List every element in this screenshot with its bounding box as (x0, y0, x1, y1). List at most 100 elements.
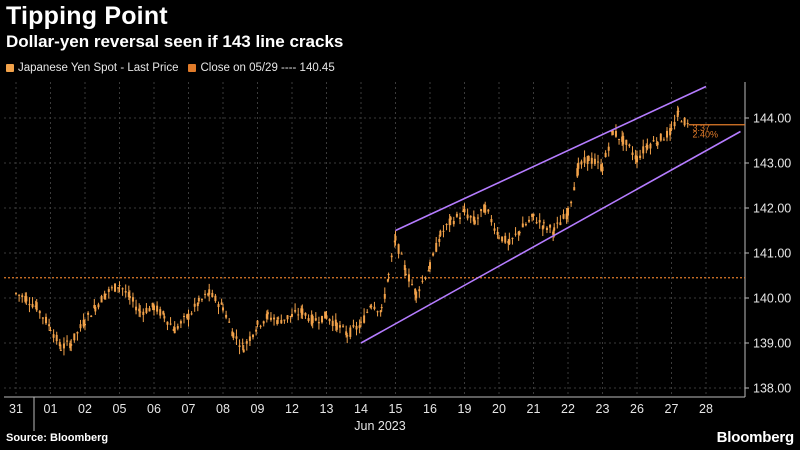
candle-body (118, 285, 121, 287)
candle-body (524, 224, 527, 226)
candle-body (559, 222, 562, 226)
legend-swatch-price (6, 64, 14, 72)
candle-body (241, 342, 244, 344)
candle-body (601, 166, 604, 171)
candle-body (121, 288, 124, 290)
candle-body (487, 209, 490, 212)
candle-body (217, 304, 220, 308)
candle-body (545, 227, 548, 231)
candle-body (38, 311, 41, 314)
candle-body (483, 204, 486, 213)
candle-body (634, 155, 637, 160)
candle-body (424, 277, 427, 280)
candle-body (639, 155, 642, 159)
candle-body (283, 319, 286, 321)
candle-body (656, 142, 659, 146)
x-tick-label: 06 (147, 402, 161, 416)
candle-body (553, 227, 556, 231)
candle-body (90, 315, 93, 317)
candle-body (452, 221, 455, 225)
candle-body (673, 121, 676, 127)
candle-body (335, 322, 338, 330)
candle-body (124, 290, 127, 293)
candle-body (220, 302, 223, 305)
candle-body (403, 265, 406, 271)
candle-body (549, 224, 552, 228)
candle-body (15, 292, 17, 294)
candle-body (532, 213, 535, 217)
candle-body (321, 315, 324, 323)
candle-body (277, 317, 280, 319)
y-tick-label: 138.00 (753, 382, 791, 396)
candle-body (41, 317, 44, 319)
candle-body (259, 325, 262, 327)
candle-body (366, 311, 369, 313)
candle-body (151, 302, 154, 308)
candle-body (207, 293, 210, 296)
x-tick-label: 14 (354, 402, 368, 416)
candle-body (310, 314, 313, 325)
candle-body (379, 310, 382, 313)
candle-body (580, 161, 583, 165)
candle-body (432, 253, 435, 256)
candle-body (222, 307, 224, 311)
candle-body (621, 136, 624, 142)
candle-body (373, 306, 376, 310)
candle-body (331, 320, 334, 327)
candle-body (521, 223, 524, 228)
candle-body (317, 322, 320, 324)
x-tick-label: 27 (665, 402, 679, 416)
candle-body (142, 311, 145, 315)
candle-body (187, 313, 190, 320)
candle-body (328, 318, 331, 322)
candle-body (400, 253, 403, 255)
candle-body (484, 205, 487, 213)
candle-body (334, 319, 337, 327)
x-tick-label: 15 (389, 402, 403, 416)
candle-body (62, 343, 65, 349)
candle-body (466, 214, 469, 219)
y-tick-label: 139.00 (753, 337, 791, 351)
candle-body (314, 318, 317, 321)
lower-channel-line (360, 130, 741, 344)
candle-body (686, 122, 689, 125)
candle-body (291, 314, 293, 317)
candle-body (593, 158, 596, 165)
candle-body (52, 334, 55, 338)
candle-body (49, 329, 52, 331)
candle-body (490, 218, 493, 223)
candle-body (394, 235, 397, 241)
x-tick-label: 05 (113, 402, 127, 416)
x-tick-label: 23 (596, 402, 610, 416)
candle-body (352, 325, 355, 327)
candle-body (380, 307, 383, 309)
candle-body (273, 317, 276, 320)
candle-body (345, 331, 348, 336)
candle-body (418, 289, 421, 292)
candle-body (238, 345, 241, 348)
candle-body (245, 341, 248, 344)
candle-body (439, 230, 442, 236)
candle-body (552, 231, 555, 235)
candle-body (176, 326, 179, 329)
candle-body (325, 315, 328, 319)
candle-body (35, 302, 38, 311)
candle-body (114, 283, 117, 292)
candle-body (304, 312, 307, 316)
candle-body (370, 305, 373, 307)
candle-body (573, 187, 576, 191)
candle-body (169, 323, 172, 325)
candle-body (24, 295, 27, 302)
candle-body (211, 292, 214, 298)
candle-body (262, 321, 265, 324)
candle-body (662, 139, 665, 141)
y-tick-label: 140.00 (753, 292, 791, 306)
candle-body (128, 295, 131, 299)
x-tick-label: 21 (527, 402, 541, 416)
candle-body (676, 110, 679, 117)
candle-body (255, 329, 258, 332)
candle-body (70, 344, 73, 346)
candle-body (21, 295, 24, 298)
x-tick-label: 09 (251, 402, 265, 416)
candle-body (266, 312, 269, 315)
